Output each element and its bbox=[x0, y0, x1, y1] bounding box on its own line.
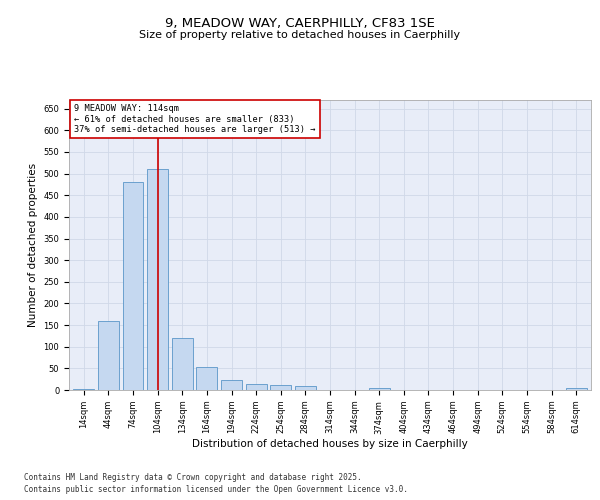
Bar bbox=[369, 388, 390, 390]
Bar bbox=[566, 388, 587, 390]
Bar bbox=[270, 385, 291, 390]
Text: 9 MEADOW WAY: 114sqm
← 61% of detached houses are smaller (833)
37% of semi-deta: 9 MEADOW WAY: 114sqm ← 61% of detached h… bbox=[74, 104, 316, 134]
Bar bbox=[98, 320, 119, 390]
Bar bbox=[172, 338, 193, 390]
Text: Contains public sector information licensed under the Open Government Licence v3: Contains public sector information licen… bbox=[24, 485, 408, 494]
Text: Size of property relative to detached houses in Caerphilly: Size of property relative to detached ho… bbox=[139, 30, 461, 40]
Bar bbox=[196, 368, 217, 390]
Bar bbox=[147, 170, 168, 390]
X-axis label: Distribution of detached houses by size in Caerphilly: Distribution of detached houses by size … bbox=[192, 439, 468, 449]
Bar bbox=[221, 380, 242, 390]
Bar bbox=[73, 388, 94, 390]
Bar bbox=[122, 182, 143, 390]
Text: Contains HM Land Registry data © Crown copyright and database right 2025.: Contains HM Land Registry data © Crown c… bbox=[24, 472, 362, 482]
Y-axis label: Number of detached properties: Number of detached properties bbox=[28, 163, 38, 327]
Bar bbox=[295, 386, 316, 390]
Text: 9, MEADOW WAY, CAERPHILLY, CF83 1SE: 9, MEADOW WAY, CAERPHILLY, CF83 1SE bbox=[165, 18, 435, 30]
Bar bbox=[245, 384, 266, 390]
